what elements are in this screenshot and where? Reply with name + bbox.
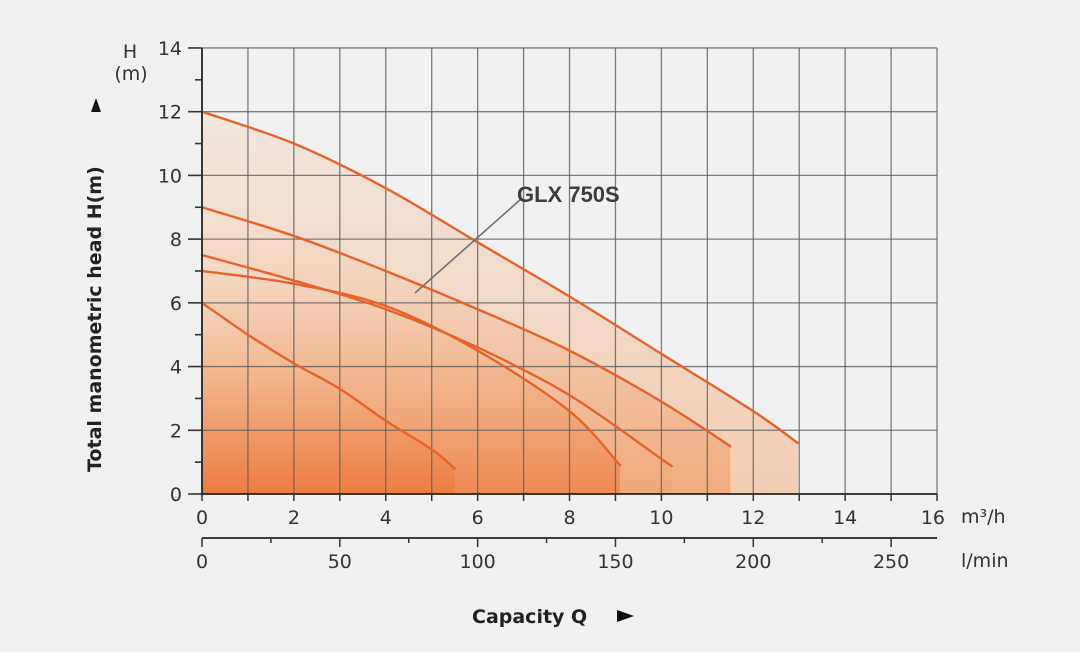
tick-labels: 0 2 4 6 8 10 12 14 0 2 4 6 8 10 12 14 16 0 50 100 150 200 250 [158,38,945,573]
pump-curve-line [200,253,673,468]
secondary-x-tick-label: 150 [597,551,633,573]
grid-lines [202,47,938,494]
y-unit-h: H [123,41,137,63]
curve-label-glx-750s: GLX 750S [517,182,620,207]
pump-curve-line [200,301,456,470]
y-tick-label: 0 [170,484,182,506]
x-tick-label: 16 [921,507,945,529]
y-tick-label: 6 [170,293,182,315]
x-tick-label: 14 [833,507,857,529]
y-axis-title: Total manometric head H(m) [84,166,106,472]
pump-curve-line [200,110,800,445]
y-axis-arrow-icon [91,98,101,112]
pump-curves [200,110,800,470]
y-tick-label: 4 [170,357,182,379]
secondary-x-tick-label: 250 [873,551,909,573]
secondary-x-tick-label: 50 [328,551,352,573]
pump-curve-line [200,206,732,448]
y-tick-label: 8 [170,229,182,251]
y-axis-title-text: Total manometric head H(m) [84,166,106,472]
y-unit-m: (m) [114,63,147,85]
x-tick-label: 0 [196,507,208,529]
x-axis-arrow-icon [617,610,634,622]
x-tick-label: 10 [649,507,673,529]
secondary-x-tick-label: 0 [196,551,208,573]
x-tick-label: 8 [563,507,575,529]
curve-fill [202,302,455,494]
y-tick-label: 2 [170,420,182,442]
x-axis-title: Capacity Q [472,606,587,628]
x-tick-label: 4 [380,507,392,529]
y-tick-label: 12 [158,102,182,124]
x-tick-label: 12 [741,507,765,529]
x-tick-label: 2 [288,507,300,529]
x-unit-secondary: l/min [961,550,1009,572]
x-tick-label: 6 [472,507,484,529]
axes [188,47,938,547]
y-tick-label: 10 [158,165,182,187]
secondary-x-tick-label: 200 [735,551,771,573]
curve-fill-areas [202,111,798,495]
y-tick-label: 14 [158,38,182,60]
pump-curve-line [200,269,622,467]
annotation-leader-line [414,198,522,294]
secondary-x-tick-label: 100 [460,551,496,573]
x-unit-primary: m³/h [961,506,1006,528]
